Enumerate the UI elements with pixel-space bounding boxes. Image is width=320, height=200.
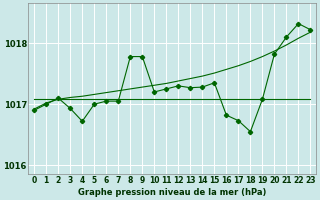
X-axis label: Graphe pression niveau de la mer (hPa): Graphe pression niveau de la mer (hPa) xyxy=(78,188,267,197)
